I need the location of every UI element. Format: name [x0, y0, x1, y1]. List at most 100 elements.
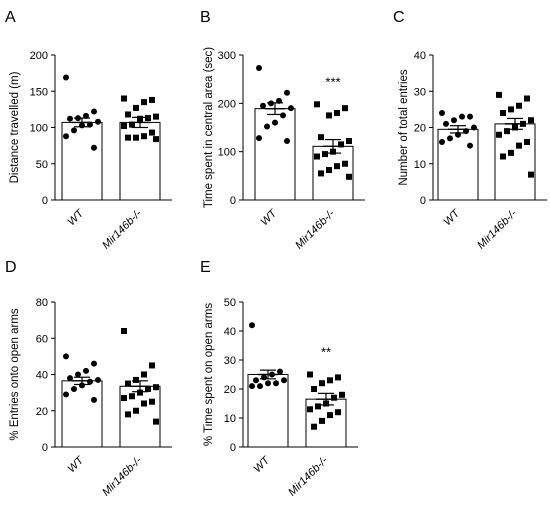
- data-point-wt: [79, 122, 85, 129]
- data-point-wt: [443, 120, 449, 127]
- data-point-mir146b: [319, 380, 325, 387]
- data-point-mir146b: [520, 120, 526, 127]
- data-point-mir146b: [516, 102, 522, 109]
- data-point-mir146b: [141, 371, 147, 378]
- y-tick-label: 50: [36, 159, 48, 171]
- data-point-mir146b: [326, 167, 332, 174]
- x-category-label: Mir146b-/-: [100, 207, 144, 251]
- chart-panel-d: D 0 20 40 60 80 % Entries onto open arms WT Mir1…: [5, 259, 172, 499]
- data-point-wt: [277, 368, 283, 375]
- panel-letter: B: [200, 9, 211, 26]
- y-tick-label: 40: [414, 50, 426, 62]
- y-axis-label: Distance travelled (m): [9, 71, 21, 183]
- data-point-mir146b: [496, 91, 502, 98]
- y-tick-label: 200: [218, 98, 236, 110]
- data-point-wt: [63, 353, 69, 360]
- data-point-mir146b: [346, 173, 352, 180]
- data-point-mir146b: [311, 386, 317, 392]
- data-point-wt: [253, 377, 259, 384]
- data-point-mir146b: [137, 389, 143, 396]
- data-point-wt: [260, 102, 266, 109]
- significance-marker: **: [321, 345, 331, 360]
- data-point-wt: [281, 377, 287, 384]
- data-point-mir146b: [504, 128, 510, 135]
- data-point-mir146b: [133, 376, 139, 383]
- data-point-wt: [257, 383, 263, 390]
- data-point-mir146b: [319, 417, 325, 424]
- data-point-mir146b: [153, 136, 159, 143]
- data-point-mir146b: [314, 153, 320, 160]
- data-point-mir146b: [133, 407, 139, 414]
- chart-panel-a: A 0 50 100 150 200 Distance travelled (m) WT Mir…: [5, 9, 172, 252]
- data-point-mir146b: [512, 124, 518, 131]
- data-point-wt: [284, 89, 290, 96]
- y-tick-label: 150: [30, 86, 48, 98]
- data-point-wt: [91, 360, 97, 367]
- data-point-mir146b: [125, 411, 131, 418]
- chart-panel-e: E 0 10 20 30 40 50 % Time spent on open arms WT M…: [200, 259, 358, 499]
- x-category-label: Mir146b-/-: [100, 454, 144, 498]
- data-point-wt: [447, 135, 453, 142]
- data-point-mir146b: [153, 113, 159, 120]
- data-point-wt: [249, 383, 255, 390]
- bar-wt: [61, 380, 103, 448]
- data-point-wt: [67, 375, 73, 382]
- x-category-label: Mir146b-/-: [293, 207, 337, 251]
- y-tick-label: 40: [36, 370, 48, 382]
- data-point-wt: [261, 374, 267, 381]
- data-point-mir146b: [121, 95, 127, 102]
- data-point-mir146b: [141, 99, 147, 106]
- data-point-mir146b: [318, 170, 324, 177]
- data-point-wt: [451, 117, 457, 124]
- data-point-mir146b: [307, 371, 313, 378]
- data-point-wt: [95, 376, 101, 383]
- panel-letter: C: [393, 9, 405, 26]
- y-tick-label: 10: [224, 413, 236, 425]
- x-category-label: WT: [66, 454, 87, 475]
- data-point-wt: [471, 124, 477, 131]
- data-point-wt: [63, 391, 69, 398]
- panel-letter: A: [5, 9, 16, 26]
- data-point-mir146b: [318, 134, 324, 141]
- data-point-mir146b: [315, 403, 321, 410]
- data-point-wt: [83, 367, 89, 374]
- y-tick-label: 0: [420, 195, 426, 207]
- data-point-mir146b: [496, 131, 502, 138]
- data-point-mir146b: [516, 142, 522, 149]
- y-tick-label: 0: [42, 195, 48, 207]
- y-axis-label: % Entries onto open arms: [9, 308, 21, 441]
- data-point-mir146b: [133, 104, 139, 111]
- data-point-wt: [79, 382, 85, 389]
- data-point-mir146b: [500, 153, 506, 160]
- data-point-wt: [75, 371, 81, 378]
- x-category-label: Mir146b-/-: [286, 454, 330, 498]
- x-category-label: WT: [259, 207, 280, 228]
- data-point-wt: [87, 121, 93, 128]
- data-point-mir146b: [327, 377, 333, 384]
- y-tick-label: 40: [224, 326, 236, 338]
- y-axis-label: % Time spent on open arms: [203, 303, 215, 446]
- data-point-mir146b: [141, 400, 147, 407]
- data-point-wt: [467, 113, 473, 120]
- y-tick-label: 20: [414, 123, 426, 135]
- data-point-wt: [276, 97, 282, 104]
- data-point-wt: [273, 380, 279, 387]
- data-point-wt: [439, 139, 445, 145]
- data-point-wt: [264, 123, 270, 130]
- data-point-mir146b: [149, 362, 155, 369]
- data-point-mir146b: [338, 141, 344, 148]
- data-point-mir146b: [322, 151, 328, 158]
- y-axis-label: Number of total entries: [398, 69, 410, 186]
- data-point-mir146b: [323, 400, 329, 407]
- data-point-mir146b: [524, 95, 530, 102]
- data-point-mir146b: [335, 409, 341, 416]
- data-point-mir146b: [145, 386, 151, 392]
- data-point-mir146b: [528, 171, 534, 178]
- data-point-wt: [268, 100, 274, 107]
- data-point-mir146b: [141, 133, 147, 140]
- data-point-wt: [272, 119, 278, 126]
- data-point-wt: [91, 396, 97, 403]
- data-point-mir146b: [149, 96, 155, 103]
